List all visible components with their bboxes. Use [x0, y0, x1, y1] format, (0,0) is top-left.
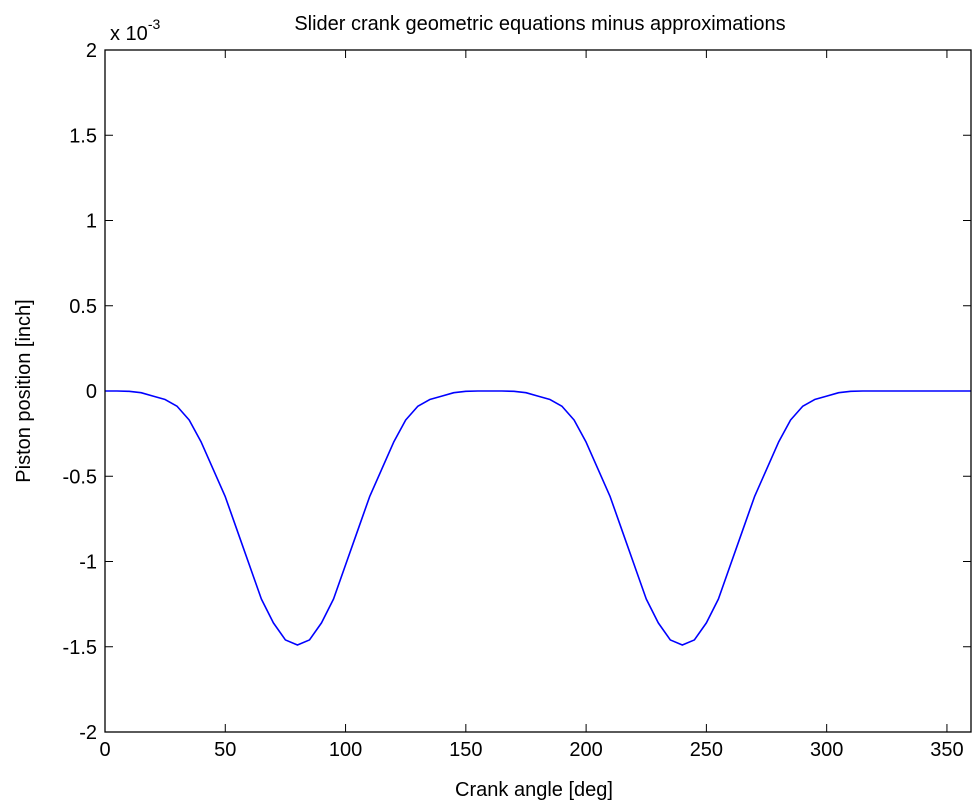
x-tick-label: 50 — [214, 739, 236, 761]
x-tick-label: 100 — [329, 739, 362, 761]
x-tick-label: 250 — [690, 739, 723, 761]
y-tick-label: -1 — [79, 552, 97, 574]
chart-title: Slider crank geometric equations minus a… — [294, 13, 785, 35]
y-exponent-base: x 10 — [110, 23, 148, 45]
y-tick-label: 2 — [86, 40, 97, 62]
x-tick-label: 0 — [99, 739, 110, 761]
y-tick-label: 0.5 — [69, 296, 97, 318]
y-tick-label: -1.5 — [63, 637, 97, 659]
y-tick-label: -0.5 — [63, 466, 97, 488]
x-axis-label: Crank angle [deg] — [455, 779, 613, 801]
y-exponent: x 10-3 — [110, 16, 160, 45]
series-line — [105, 390, 971, 646]
y-axis-label: Piston position [inch] — [13, 299, 35, 482]
x-tick-label: 200 — [569, 739, 602, 761]
x-tick-label: 150 — [449, 739, 482, 761]
y-tick-label: 1 — [86, 211, 97, 233]
y-tick-label: -2 — [79, 722, 97, 744]
y-tick-label: 1.5 — [69, 125, 97, 147]
y-exponent-power: -3 — [148, 16, 161, 32]
x-tick-label: 350 — [930, 739, 963, 761]
x-tick-label: 300 — [810, 739, 843, 761]
y-tick-label: 0 — [86, 381, 97, 403]
ticks-layer: 0 50 100 150 200 250 300 350 -2 -1.5 -1 -0.5 0 0.5 1 1.… — [63, 40, 971, 761]
plot-area — [104, 49, 972, 733]
